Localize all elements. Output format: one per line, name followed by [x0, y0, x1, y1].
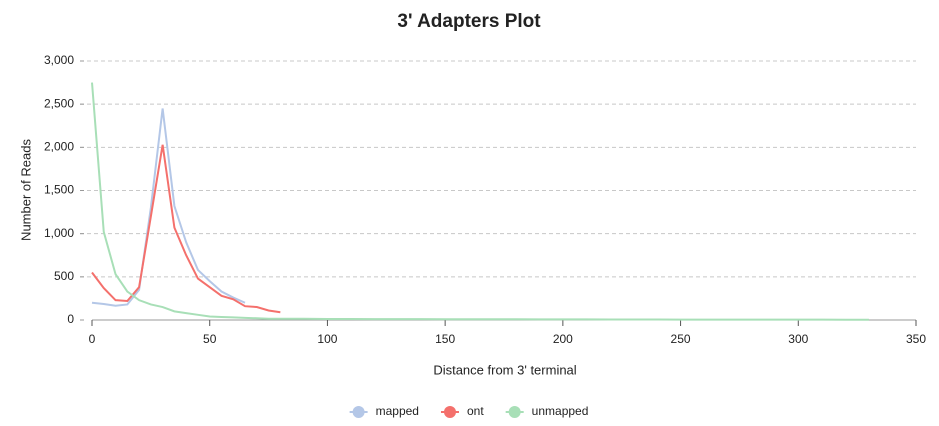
- x-tick-label: 350: [906, 332, 926, 346]
- legend-label: ont: [467, 404, 484, 418]
- y-tick-label: 0: [67, 312, 74, 326]
- legend-label: unmapped: [532, 404, 589, 418]
- y-axis-label: Number of Reads: [18, 139, 33, 241]
- y-tick-label: 1,000: [44, 226, 74, 240]
- y-tick-label: 2,000: [44, 140, 74, 154]
- legend-marker: [352, 406, 365, 418]
- legend-marker: [443, 406, 456, 418]
- y-tick-label: 500: [54, 269, 74, 283]
- x-tick-label: 100: [317, 332, 337, 346]
- x-tick-label: 250: [671, 332, 691, 346]
- x-tick-label: 150: [435, 332, 455, 346]
- series-line: [91, 144, 281, 314]
- series-line: [91, 108, 246, 307]
- y-tick-label: 3,000: [44, 53, 74, 67]
- legend-label: mapped: [376, 404, 419, 418]
- legend-marker: [508, 406, 521, 418]
- x-tick-label: 0: [89, 332, 96, 346]
- x-tick-label: 50: [203, 332, 217, 346]
- x-tick-label: 300: [788, 332, 808, 346]
- series-line: [91, 82, 869, 321]
- x-axis-label: Distance from 3' terminal: [433, 362, 576, 377]
- y-tick-label: 2,500: [44, 96, 74, 110]
- legend-item: mapped: [349, 404, 419, 418]
- legend-item: unmapped: [505, 404, 589, 418]
- x-tick-label: 200: [553, 332, 573, 346]
- legend-item: ont: [440, 404, 484, 418]
- y-tick-label: 1,500: [44, 183, 74, 197]
- chart-title: 3' Adapters Plot: [397, 11, 541, 32]
